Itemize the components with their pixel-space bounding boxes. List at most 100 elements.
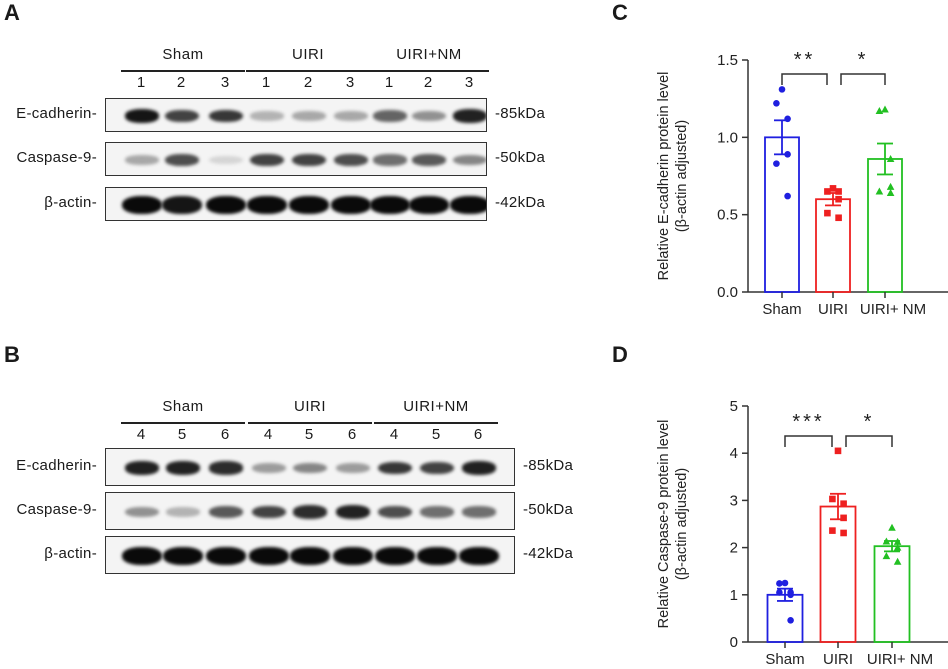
protein-band: [125, 461, 159, 475]
x-tick-label: UIRI: [823, 651, 853, 668]
lane-number: 2: [303, 74, 313, 91]
molecular-weight-label: -50kDa: [523, 501, 574, 518]
protein-band: [378, 461, 412, 475]
data-point-circle: [784, 115, 791, 123]
y-tick-label: 3: [730, 492, 738, 509]
data-point-circle: [787, 591, 794, 599]
x-tick-label: Sham: [765, 651, 804, 668]
blot-strip: [105, 142, 487, 176]
protein-band: [373, 154, 407, 166]
data-point-square: [824, 209, 831, 217]
protein-band: [252, 462, 286, 474]
lane-number: 2: [176, 74, 186, 91]
bar: [867, 158, 903, 293]
data-point-triangle: [875, 187, 884, 195]
protein-label: E-cadherin-: [16, 457, 97, 474]
data-point-square: [835, 214, 842, 222]
protein-band: [206, 547, 246, 565]
lane-number: 3: [220, 74, 230, 91]
protein-band: [165, 109, 199, 123]
protein-band: [290, 547, 330, 565]
x-tick-label: UIRI+ NM: [860, 301, 926, 318]
lane-number: 5: [304, 426, 314, 443]
protein-band: [412, 110, 446, 122]
molecular-weight-label: -85kDa: [523, 457, 574, 474]
y-tick-label: 5: [730, 398, 738, 415]
data-point-circle: [781, 579, 789, 587]
data-point-square: [840, 529, 847, 537]
data-point-square: [834, 447, 842, 455]
protein-band: [250, 153, 284, 167]
blot-strip: [105, 492, 515, 530]
bar: [766, 593, 804, 643]
x-tick-label: UIRI+ NM: [867, 651, 933, 668]
significance-bracket: [784, 435, 833, 447]
molecular-weight-label: -42kDa: [523, 545, 574, 562]
protein-band: [459, 547, 499, 565]
lane-number: 6: [473, 426, 483, 443]
y-tick-label: 1.5: [717, 52, 738, 69]
bar: [764, 136, 800, 293]
protein-label: β-actin-: [44, 545, 97, 562]
protein-band: [289, 196, 329, 214]
data-point-circle: [776, 589, 783, 596]
protein-band: [247, 196, 287, 214]
molecular-weight-label: -50kDa: [495, 149, 546, 166]
protein-band: [373, 110, 407, 122]
protein-band: [122, 547, 162, 565]
data-point-circle: [773, 160, 780, 167]
protein-band: [166, 461, 200, 475]
data-point-circle: [778, 86, 786, 93]
protein-band: [336, 462, 370, 474]
y-axis-label: Relative Caspase-9 protein level: [656, 420, 672, 629]
data-point-triangle: [882, 537, 891, 545]
protein-band: [250, 111, 284, 121]
significance-stars: **: [794, 49, 816, 71]
protein-band: [453, 109, 486, 123]
group-label: UIRI+NM: [396, 46, 462, 63]
lane-number: 5: [431, 426, 441, 443]
group-divider-line: [374, 422, 498, 424]
x-tick-label: UIRI: [818, 301, 848, 318]
protein-band: [420, 461, 454, 475]
protein-band: [249, 547, 289, 565]
data-point-triangle: [875, 107, 884, 115]
protein-band: [292, 111, 326, 121]
y-axis-label: Relative E-cadherin protein level: [656, 72, 672, 281]
data-point-triangle: [886, 189, 895, 197]
y-tick-label: 0.0: [717, 284, 738, 301]
western-blot-b: Sham UIRI UIRI+NM 4 5 6 4 5 6 4 5 6 E-cadherin- -85kD…: [0, 330, 600, 574]
lane-number: 3: [464, 74, 474, 91]
protein-band: [412, 154, 446, 166]
protein-band: [166, 507, 200, 517]
protein-band: [292, 153, 326, 167]
data-point-triangle: [886, 182, 895, 190]
group-label: UIRI: [294, 398, 326, 415]
molecular-weight-label: -42kDa: [495, 194, 546, 211]
group-label: UIRI+NM: [403, 398, 469, 415]
protein-band: [331, 196, 371, 214]
data-point-square: [829, 527, 836, 534]
y-axis-label-units: (β-actin adjusted): [674, 120, 690, 232]
y-axis-label-units: (β-actin adjusted): [674, 468, 690, 580]
protein-band: [450, 196, 486, 214]
protein-band: [370, 196, 410, 214]
protein-band: [293, 462, 327, 474]
data-point-square: [829, 185, 837, 192]
blot-strip: [105, 448, 515, 486]
protein-band: [125, 506, 159, 518]
lane-number: 2: [423, 74, 433, 91]
data-point-triangle: [893, 557, 902, 565]
protein-band: [462, 506, 496, 518]
protein-band: [378, 505, 412, 519]
y-tick-label: 2: [730, 540, 738, 557]
group-divider-line: [246, 70, 370, 72]
significance-stars: *: [858, 49, 869, 71]
group-label: UIRI: [292, 46, 324, 63]
lane-number: 6: [347, 426, 357, 443]
group-divider-line: [248, 422, 372, 424]
protein-band: [409, 196, 449, 214]
data-point-triangle: [882, 552, 891, 560]
protein-label: Caspase-9-: [16, 149, 97, 166]
data-point-triangle: [893, 537, 902, 545]
